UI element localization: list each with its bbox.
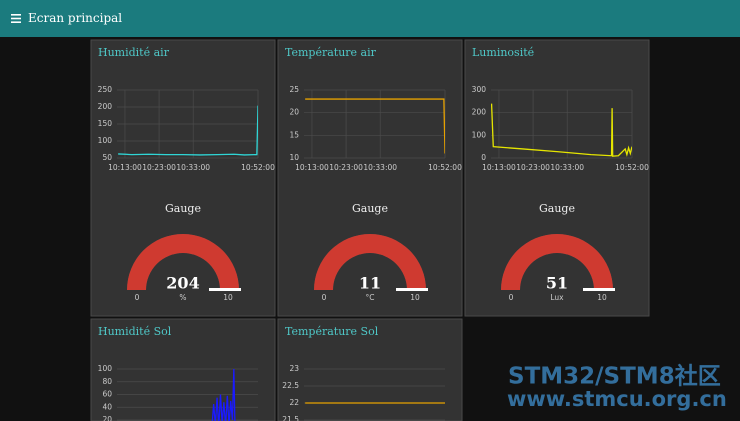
gauge-value: 204 — [166, 274, 199, 293]
data-line — [118, 105, 258, 156]
gauge-title: Gauge — [165, 202, 201, 215]
data-line — [491, 103, 632, 158]
x-tick-label: 10:52:00 — [241, 163, 275, 172]
y-tick-label: 80 — [102, 377, 112, 386]
y-tick-label: 300 — [472, 85, 487, 94]
card — [464, 39, 650, 317]
x-tick-label: 10:13:00 — [295, 163, 329, 172]
gauge-title: Gauge — [352, 202, 388, 215]
x-tick-label: 10:23:00 — [329, 163, 363, 172]
page-title: Ecran principal — [28, 11, 122, 25]
x-tick-label: 10:33:00 — [176, 163, 210, 172]
x-tick-label: 10:52:00 — [615, 163, 649, 172]
x-tick-label: 10:52:00 — [428, 163, 462, 172]
gauge-max: 10 — [410, 293, 420, 302]
y-tick-label: 10 — [289, 153, 299, 162]
y-tick-label: 250 — [98, 85, 113, 94]
y-tick-label: 40 — [102, 402, 112, 411]
gauge-marker — [396, 288, 428, 291]
x-tick-label: 10:23:00 — [516, 163, 550, 172]
gauge-marker — [583, 288, 615, 291]
y-tick-label: 0 — [481, 153, 486, 162]
y-tick-label: 60 — [102, 390, 112, 399]
y-tick-label: 50 — [102, 153, 112, 162]
gauge-arc — [127, 234, 239, 290]
menu-icon[interactable] — [11, 14, 21, 23]
gauge-arc — [501, 234, 613, 290]
card-title: Humidité air — [98, 46, 170, 59]
y-tick-label: 20 — [289, 108, 299, 117]
x-tick-label: 10:13:00 — [482, 163, 516, 172]
watermark: www.stmcu.org.cn — [507, 387, 727, 411]
gauge-unit: Lux — [550, 293, 564, 302]
card — [277, 39, 463, 317]
y-tick-label: 20 — [102, 415, 112, 421]
card-title: Luminosité — [472, 46, 534, 59]
watermark: STM32/STM8社区 — [508, 363, 721, 390]
gauge-min: 0 — [135, 293, 140, 302]
y-tick-label: 15 — [289, 130, 299, 139]
card — [90, 39, 276, 317]
gauge-min: 0 — [509, 293, 514, 302]
x-tick-label: 10:23:00 — [142, 163, 176, 172]
card — [90, 318, 276, 421]
gauge-marker — [209, 288, 241, 291]
y-tick-label: 23 — [289, 364, 299, 373]
gauge-unit: °C — [366, 293, 375, 302]
x-tick-label: 10:33:00 — [363, 163, 397, 172]
data-line — [211, 368, 236, 421]
y-tick-label: 22.5 — [282, 381, 299, 390]
y-tick-label: 100 — [472, 130, 487, 139]
y-tick-label: 21.5 — [282, 415, 299, 421]
card-title: Humidité Sol — [98, 325, 172, 338]
gauge-value: 51 — [546, 274, 568, 293]
x-tick-label: 10:13:00 — [108, 163, 142, 172]
gauge-title: Gauge — [539, 202, 575, 215]
y-tick-label: 22 — [289, 398, 299, 407]
card-title: Température Sol — [285, 325, 379, 338]
gauge-unit: % — [179, 293, 186, 302]
y-tick-label: 100 — [98, 136, 113, 145]
gauge-max: 10 — [597, 293, 607, 302]
y-tick-label: 150 — [98, 119, 113, 128]
data-line — [305, 98, 445, 154]
toolbar — [0, 0, 740, 37]
x-tick-label: 10:33:00 — [550, 163, 584, 172]
gauge-max: 10 — [223, 293, 233, 302]
y-tick-label: 200 — [98, 102, 113, 111]
y-tick-label: 25 — [289, 85, 299, 94]
gauge-arc — [314, 234, 426, 290]
y-tick-label: 200 — [472, 108, 487, 117]
gauge-value: 11 — [359, 274, 381, 293]
card — [277, 318, 463, 421]
y-tick-label: 100 — [98, 364, 113, 373]
card-title: Température air — [285, 46, 377, 59]
gauge-min: 0 — [322, 293, 327, 302]
